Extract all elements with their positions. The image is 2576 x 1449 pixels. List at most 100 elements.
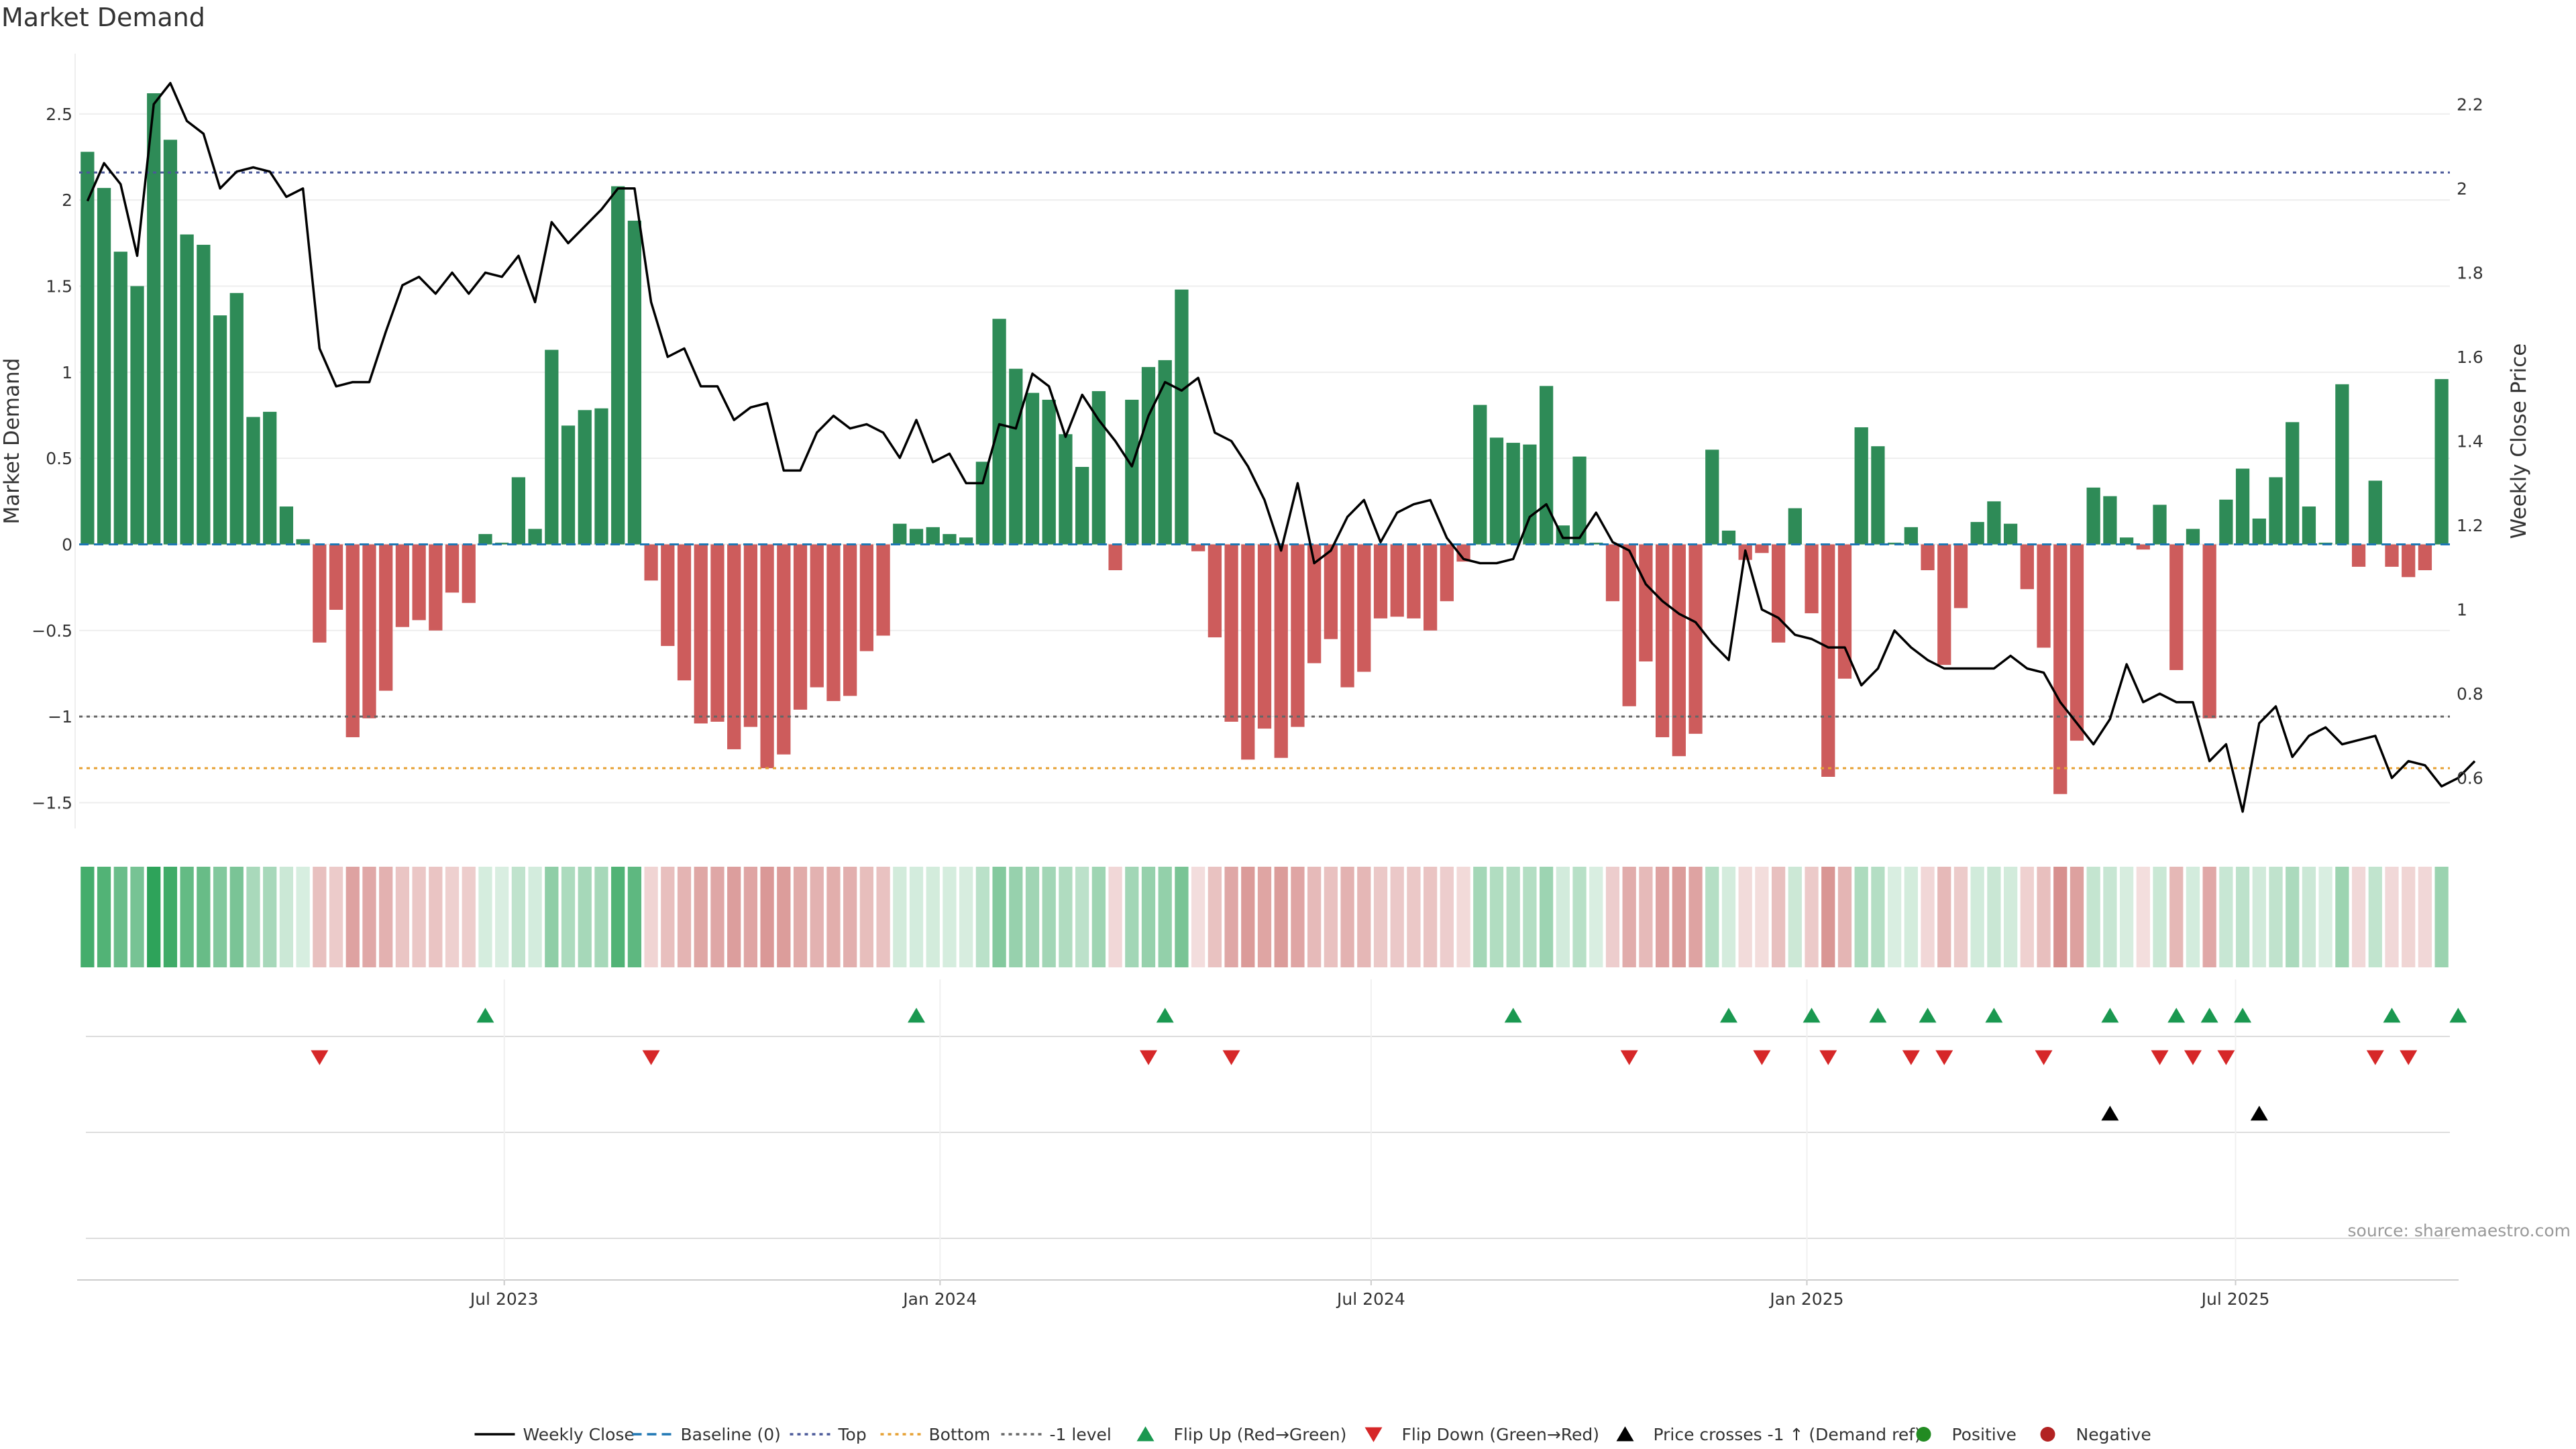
legend-flip-down-swatch <box>1364 1427 1383 1442</box>
heat-cell <box>329 867 343 967</box>
heat-cell <box>495 867 509 967</box>
demand-bar <box>296 539 310 545</box>
demand-bar <box>1091 391 1106 545</box>
flip-down-marker <box>1902 1050 1920 1065</box>
flip-down-marker <box>1620 1050 1638 1065</box>
heat-cell <box>1904 867 1918 967</box>
flip-up-marker <box>2101 1008 2119 1023</box>
demand-bar <box>213 315 227 545</box>
heat-cell <box>97 867 111 967</box>
heat-cell <box>2070 867 2084 967</box>
demand-bar <box>1125 399 1139 545</box>
flip-up-marker <box>2383 1008 2401 1023</box>
demand-bar <box>1506 443 1520 545</box>
demand-bar <box>445 544 460 593</box>
legend-flip-up-swatch <box>1136 1426 1155 1442</box>
legend-negative-swatch <box>2040 1427 2055 1442</box>
demand-bar <box>1572 456 1587 545</box>
demand-bar <box>1904 527 1918 545</box>
heat-cell <box>1854 867 1868 967</box>
demand-bar <box>1025 392 1040 545</box>
demand-bar <box>1075 467 1089 545</box>
demand-bar <box>1987 501 2001 545</box>
demand-bar <box>959 537 973 545</box>
demand-bar <box>1871 446 1885 545</box>
demand-bar <box>1158 360 1172 545</box>
legend-top-label: Top <box>838 1425 867 1444</box>
heat-cell <box>395 867 410 967</box>
source-credit: source: sharemaestro.com <box>2347 1221 2571 1240</box>
heat-cell <box>2119 867 2134 967</box>
demand-bar <box>147 93 161 545</box>
heat-cell <box>2434 867 2449 967</box>
flip-down-marker <box>1140 1050 1158 1065</box>
heat-cell <box>1539 867 1554 967</box>
demand-bar <box>2418 544 2432 570</box>
demand-bar <box>1788 508 1802 545</box>
flip-up-marker <box>1919 1008 1937 1023</box>
flip-up-marker <box>1869 1008 1887 1023</box>
heat-cell <box>379 867 393 967</box>
demand-bar <box>760 544 774 769</box>
heat-cell <box>727 867 741 967</box>
demand-bar <box>926 527 940 545</box>
demand-bar <box>1307 544 1322 663</box>
heat-cell <box>130 867 144 967</box>
demand-bar <box>2136 544 2150 550</box>
legend-cross-label: Price crosses -1 ↑ (Demand ref) <box>1654 1425 1921 1444</box>
heat-cell <box>2186 867 2200 967</box>
heat-cell <box>2202 867 2216 967</box>
heat-cell <box>213 867 227 967</box>
heat-cell <box>1059 867 1073 967</box>
y-tick-label: 1.5 <box>46 277 72 297</box>
demand-bar <box>113 252 127 545</box>
y-tick-label: −1 <box>48 707 72 727</box>
demand-bar <box>710 544 724 722</box>
flip-down-marker <box>1222 1050 1240 1065</box>
heat-cell <box>843 867 857 967</box>
demand-bar <box>1473 405 1487 545</box>
demand-bar <box>462 544 476 603</box>
heat-cell <box>677 867 692 967</box>
heat-cell <box>810 867 824 967</box>
heat-cell <box>561 867 576 967</box>
heat-cell <box>1042 867 1056 967</box>
heat-cell <box>1456 867 1470 967</box>
demand-bar <box>1042 399 1056 545</box>
demand-bar <box>97 188 111 545</box>
flip-up-marker <box>908 1008 926 1023</box>
heat-cell <box>1937 867 1951 967</box>
demand-bar <box>1208 544 1222 638</box>
demand-bar <box>329 544 343 610</box>
flip-up-marker <box>2200 1008 2218 1023</box>
heat-cell <box>2136 867 2150 967</box>
heat-cell <box>229 867 244 967</box>
heat-cell <box>694 867 708 967</box>
demand-bar <box>1175 289 1189 545</box>
demand-bar <box>246 417 260 545</box>
heat-cell <box>1208 867 1222 967</box>
heat-cell <box>2318 867 2332 967</box>
heat-cell <box>876 867 890 967</box>
demand-bar <box>1373 544 1388 619</box>
demand-bar <box>2286 422 2300 545</box>
heat-cell <box>412 867 426 967</box>
weekly-close-line <box>86 82 2476 813</box>
heat-cell <box>1771 867 1786 967</box>
demand-bar <box>412 544 426 621</box>
demand-bar <box>2368 480 2382 545</box>
heat-cell <box>826 867 841 967</box>
demand-bar <box>2434 379 2449 545</box>
demand-bar <box>644 544 658 581</box>
demand-bar <box>777 544 791 755</box>
heat-cell <box>1639 867 1653 967</box>
demand-bar <box>1390 544 1404 617</box>
heat-cell <box>2368 867 2382 967</box>
demand-bar <box>975 462 990 545</box>
heat-cell <box>1091 867 1106 967</box>
demand-bar <box>279 506 294 545</box>
y2-tick-label: 1.6 <box>2457 347 2483 367</box>
demand-bar <box>1655 544 1670 737</box>
y-tick-label: 0.5 <box>46 449 72 468</box>
